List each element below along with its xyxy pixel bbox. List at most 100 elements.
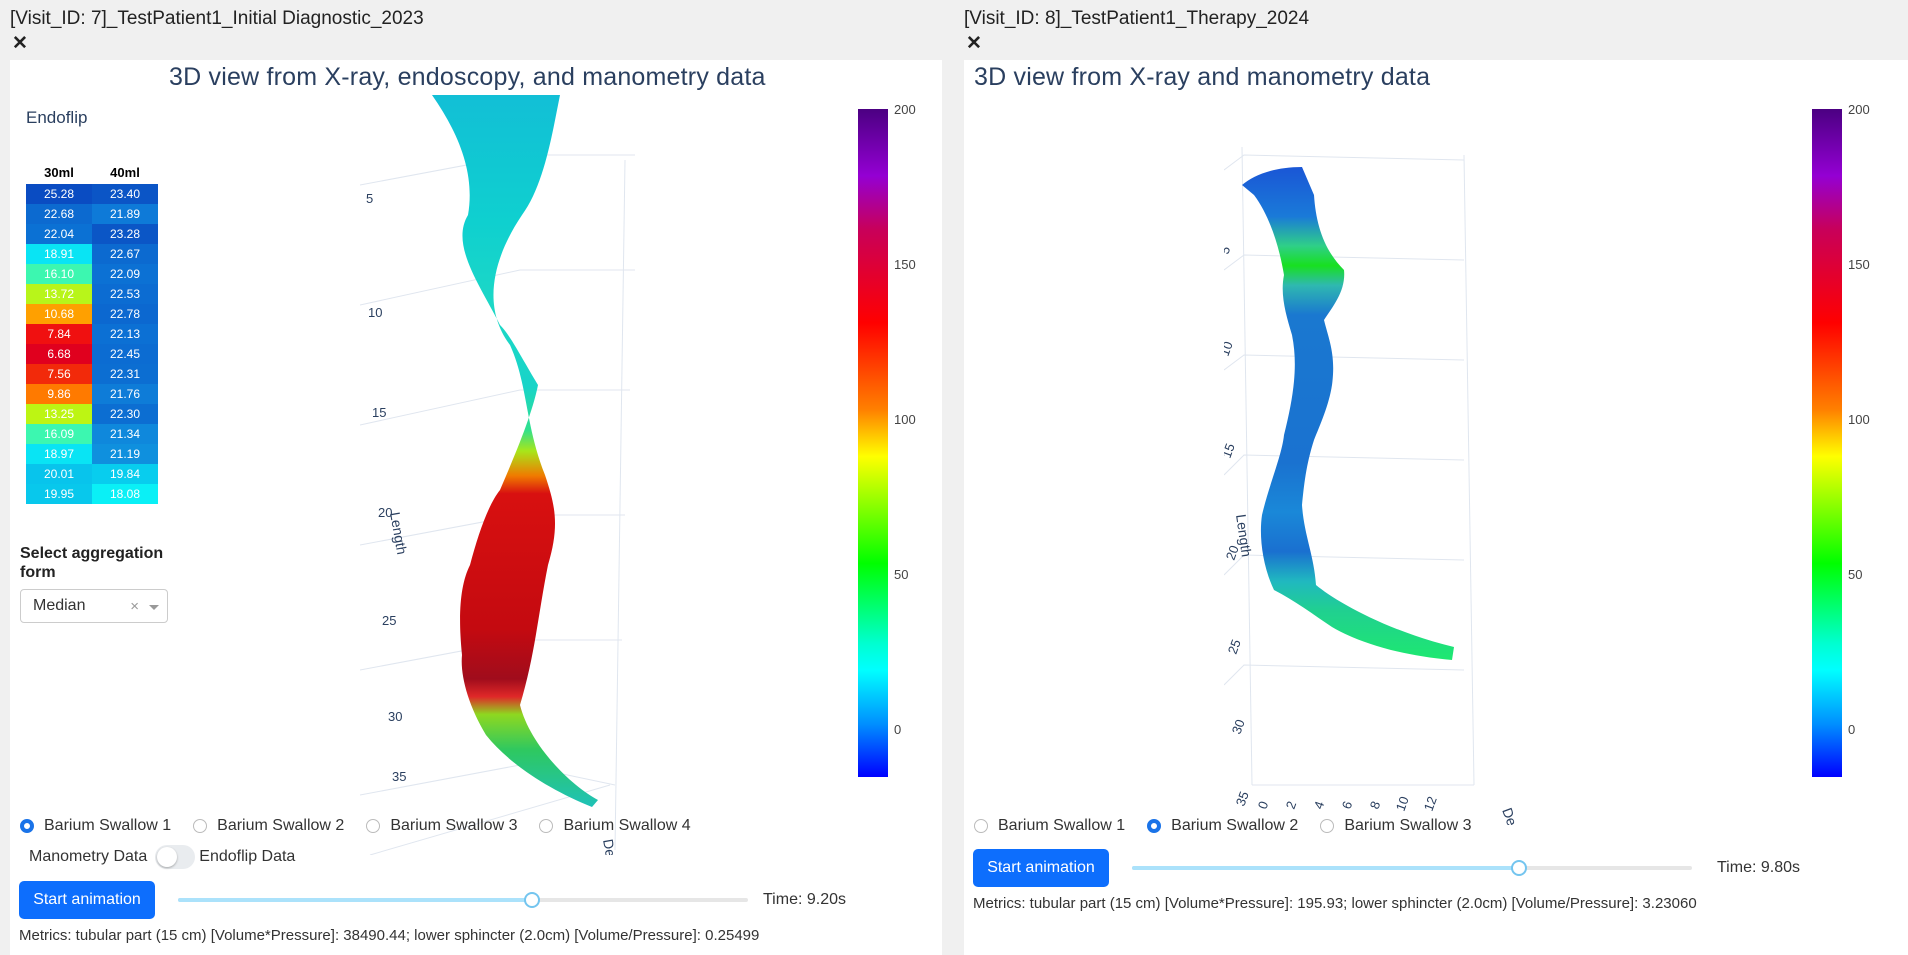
- animation-slider[interactable]: [1132, 858, 1692, 878]
- x-tick-label: 10: [1393, 794, 1412, 813]
- chevron-down-icon[interactable]: [149, 605, 159, 610]
- y-tick-label: 20: [1224, 543, 1242, 562]
- visit-title: [Visit_ID: 7]_TestPatient1_Initial Diagn…: [10, 8, 424, 29]
- y-tick-label: 20: [378, 505, 392, 520]
- slider-handle[interactable]: [1511, 860, 1528, 876]
- endoflip-row: 7.56 22.31: [26, 364, 158, 384]
- slider-handle[interactable]: [524, 892, 541, 908]
- esophagus-3d-plot[interactable]: 5 10 15 20 25 30 35 Length Depth: [360, 95, 660, 855]
- aggregation-select[interactable]: Median ×: [20, 589, 168, 623]
- colorbar-tick: 200: [894, 102, 916, 117]
- data-source-toggle[interactable]: [155, 845, 196, 869]
- endoflip-col-header: 40ml: [110, 164, 140, 180]
- endoflip-cell: 21.19: [92, 444, 158, 464]
- endoflip-cell: 22.04: [26, 224, 92, 244]
- endoflip-row: 7.84 22.13: [26, 324, 158, 344]
- endoflip-row: 10.68 22.78: [26, 304, 158, 324]
- y-tick-label: 30: [1229, 717, 1248, 736]
- data-source-toggle-row: Manometry Data Endoflip Data: [29, 845, 295, 869]
- x-tick-label: 4: [1311, 799, 1328, 811]
- toggle-left-label: Manometry Data: [29, 848, 148, 865]
- close-icon[interactable]: ✕: [12, 33, 28, 54]
- endoflip-row: 19.95 18.08: [26, 484, 158, 504]
- endoflip-cell: 21.76: [92, 384, 158, 404]
- swallow-radio-group: Barium Swallow 1 Barium Swallow 2 Barium…: [20, 817, 713, 835]
- endoflip-cell: 22.13: [92, 324, 158, 344]
- x-tick-label: 0: [1255, 799, 1272, 811]
- endoflip-row: 16.10 22.09: [26, 264, 158, 284]
- animation-slider[interactable]: [178, 890, 748, 910]
- depth-axis-label: Depth: [1499, 806, 1527, 825]
- endoflip-cell: 13.25: [26, 404, 92, 424]
- metrics-text: Metrics: tubular part (15 cm) [Volume*Pr…: [19, 927, 760, 944]
- endoflip-row: 13.25 22.30: [26, 404, 158, 424]
- swallow-radio-1[interactable]: Barium Swallow 1: [974, 817, 1125, 835]
- visit-title: [Visit_ID: 8]_TestPatient1_Therapy_2024: [964, 8, 1310, 29]
- endoflip-cell: 18.91: [26, 244, 92, 264]
- radio-icon[interactable]: [193, 819, 208, 833]
- swallow-radio-3[interactable]: Barium Swallow 3: [1320, 817, 1471, 835]
- endoflip-cell: 19.95: [26, 484, 92, 504]
- radio-icon[interactable]: [539, 819, 554, 833]
- endoflip-cell: 22.45: [92, 344, 158, 364]
- visit-card: 3D view from X-ray, endoscopy, and manom…: [10, 60, 942, 955]
- colorbar: [858, 109, 888, 777]
- swallow-radio-3[interactable]: Barium Swallow 3: [366, 817, 517, 835]
- endoflip-cell: 18.97: [26, 444, 92, 464]
- swallow-radio-2[interactable]: Barium Swallow 2: [1147, 817, 1298, 835]
- radio-label: Barium Swallow 1: [998, 817, 1126, 834]
- colorbar-tick: 200: [1848, 102, 1870, 117]
- endoflip-cell: 20.01: [26, 464, 92, 484]
- radio-icon[interactable]: [1320, 819, 1335, 833]
- endoflip-row: 25.28 23.40: [26, 184, 158, 204]
- time-readout: Time: 9.80s: [1717, 859, 1800, 876]
- endoflip-label: Endoflip: [26, 108, 88, 127]
- start-animation-button[interactable]: Start animation: [19, 881, 155, 919]
- colorbar-tick: 0: [894, 722, 902, 737]
- endoflip-cell: 21.89: [92, 204, 158, 224]
- start-animation-button[interactable]: Start animation: [973, 849, 1109, 887]
- y-tick-label: 5: [1224, 244, 1233, 256]
- x-tick-label: 12: [1421, 794, 1440, 813]
- endoflip-cell: 21.34: [92, 424, 158, 444]
- y-tick-label: 25: [1225, 637, 1244, 656]
- endoflip-row: 16.09 21.34: [26, 424, 158, 444]
- aggregation-label: Select aggregation form: [20, 545, 164, 581]
- radio-icon[interactable]: [366, 819, 381, 833]
- slider-track: [178, 898, 532, 902]
- radio-label: Barium Swallow 4: [563, 817, 691, 834]
- endoflip-cell: 13.72: [26, 284, 92, 304]
- close-icon[interactable]: ✕: [966, 33, 982, 54]
- clear-icon[interactable]: ×: [130, 598, 139, 615]
- y-tick-label: 35: [392, 769, 406, 784]
- swallow-radio-2[interactable]: Barium Swallow 2: [193, 817, 344, 835]
- endoflip-cell: 23.40: [92, 184, 158, 204]
- radio-label: Barium Swallow 3: [390, 817, 518, 834]
- plot-title: 3D view from X-ray, endoscopy, and manom…: [169, 63, 766, 91]
- y-tick-label: 10: [1224, 339, 1236, 358]
- colorbar-tick: 50: [894, 567, 909, 582]
- endoflip-cell: 7.56: [26, 364, 92, 384]
- esophagus-3d-plot[interactable]: 5 10 15 20 25 30 35 Length Depth 0 2 4 6…: [1224, 95, 1554, 825]
- swallow-radio-1[interactable]: Barium Swallow 1: [20, 817, 171, 835]
- radio-icon[interactable]: [1147, 819, 1162, 833]
- x-tick-label: 2: [1283, 799, 1300, 811]
- colorbar-tick: 50: [1848, 567, 1863, 582]
- colorbar-tick: 100: [1848, 412, 1870, 427]
- depth-axis-label: Depth: [600, 838, 622, 855]
- radio-icon[interactable]: [20, 819, 34, 833]
- endoflip-table: 30ml 40ml 25.28 23.40 22.68 21.89 22.04 23.28…: [26, 160, 158, 504]
- radio-icon[interactable]: [974, 819, 988, 833]
- endoflip-cell: 22.67: [92, 244, 158, 264]
- metrics-text: Metrics: tubular part (15 cm) [Volume*Pr…: [973, 895, 1697, 912]
- y-tick-label: 10: [368, 305, 382, 320]
- endoflip-row: 18.91 22.67: [26, 244, 158, 264]
- colorbar-tick: 150: [1848, 257, 1870, 272]
- endoflip-row: 9.86 21.76: [26, 384, 158, 404]
- colorbar-tick: 100: [894, 412, 916, 427]
- endoflip-row: 22.04 23.28: [26, 224, 158, 244]
- endoflip-row: 13.72 22.53: [26, 284, 158, 304]
- swallow-radio-4[interactable]: Barium Swallow 4: [539, 817, 691, 835]
- length-axis-label: Length: [387, 511, 410, 556]
- endoflip-cell: 18.08: [92, 484, 158, 504]
